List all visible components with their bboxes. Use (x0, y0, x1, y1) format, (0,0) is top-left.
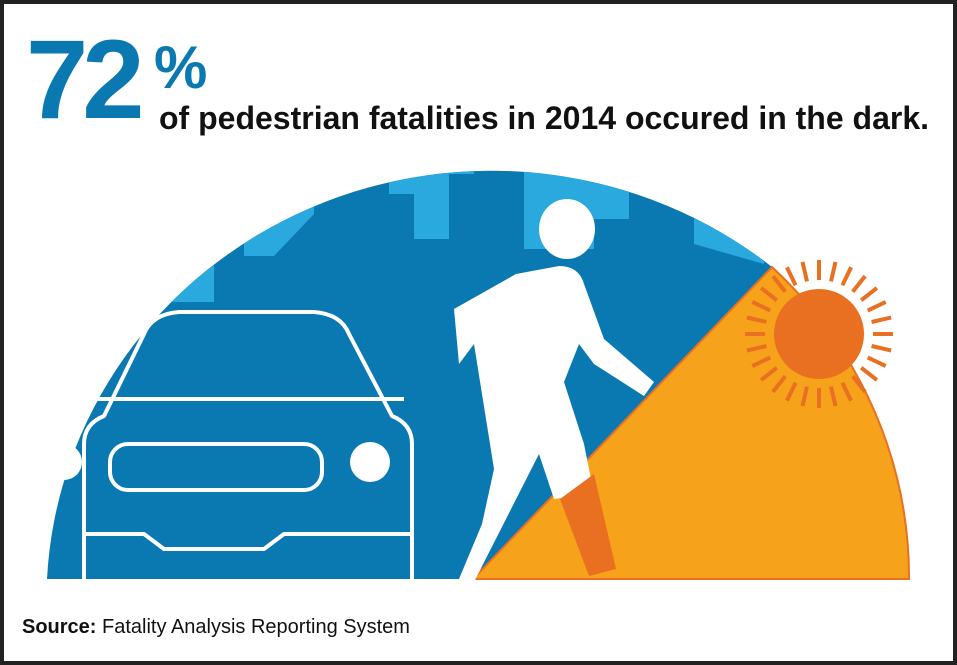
headline-percentage-number: 72 (26, 17, 145, 142)
sun-ray (840, 381, 853, 402)
sun-ray (751, 300, 772, 313)
sun-ray (866, 300, 887, 313)
sun-ray (771, 274, 787, 294)
night-day-illustration (46, 170, 911, 582)
sun-icon (745, 260, 893, 408)
sun-ray (800, 261, 809, 282)
sun-ray (800, 386, 809, 407)
sun-ray (759, 286, 779, 302)
source-citation: Source: Fatality Analysis Reporting Syst… (22, 615, 410, 639)
sun-ray (859, 366, 879, 382)
building (134, 170, 214, 302)
sun-ray (771, 374, 787, 394)
pedestrian-body (454, 266, 654, 582)
sun-ray (829, 261, 838, 282)
sun-ray (851, 374, 867, 394)
pedestrian-head (539, 199, 595, 259)
car-headlight-left (46, 444, 82, 480)
car-icon (46, 310, 414, 579)
sun-ray (859, 286, 879, 302)
sun-ray (751, 355, 772, 368)
sun-ray (785, 266, 798, 287)
sun-ray (746, 315, 767, 324)
car-body-outline (82, 310, 414, 579)
pedestrian-leg-in-light (560, 474, 616, 576)
car-headlight-right (350, 442, 390, 482)
sun-ray (851, 274, 867, 294)
pedestrian-icon (454, 199, 654, 582)
car-grille (108, 442, 324, 492)
sun-ray (746, 344, 767, 353)
source-text: Fatality Analysis Reporting System (96, 616, 410, 638)
sun-ray (759, 366, 779, 382)
sun-ray (829, 386, 838, 407)
car-bumper (84, 532, 412, 551)
sun-ray (866, 355, 887, 368)
source-label: Source: (22, 616, 97, 638)
sun-ray (871, 315, 892, 324)
headline-percent-sign: % (154, 34, 208, 101)
headline-statement: of pedestrian fatalities in 2014 occured… (159, 100, 930, 136)
sun-ray (840, 266, 853, 287)
night-sky-dome (47, 170, 772, 580)
sun-ray (871, 344, 892, 353)
sun-ray (785, 381, 798, 402)
